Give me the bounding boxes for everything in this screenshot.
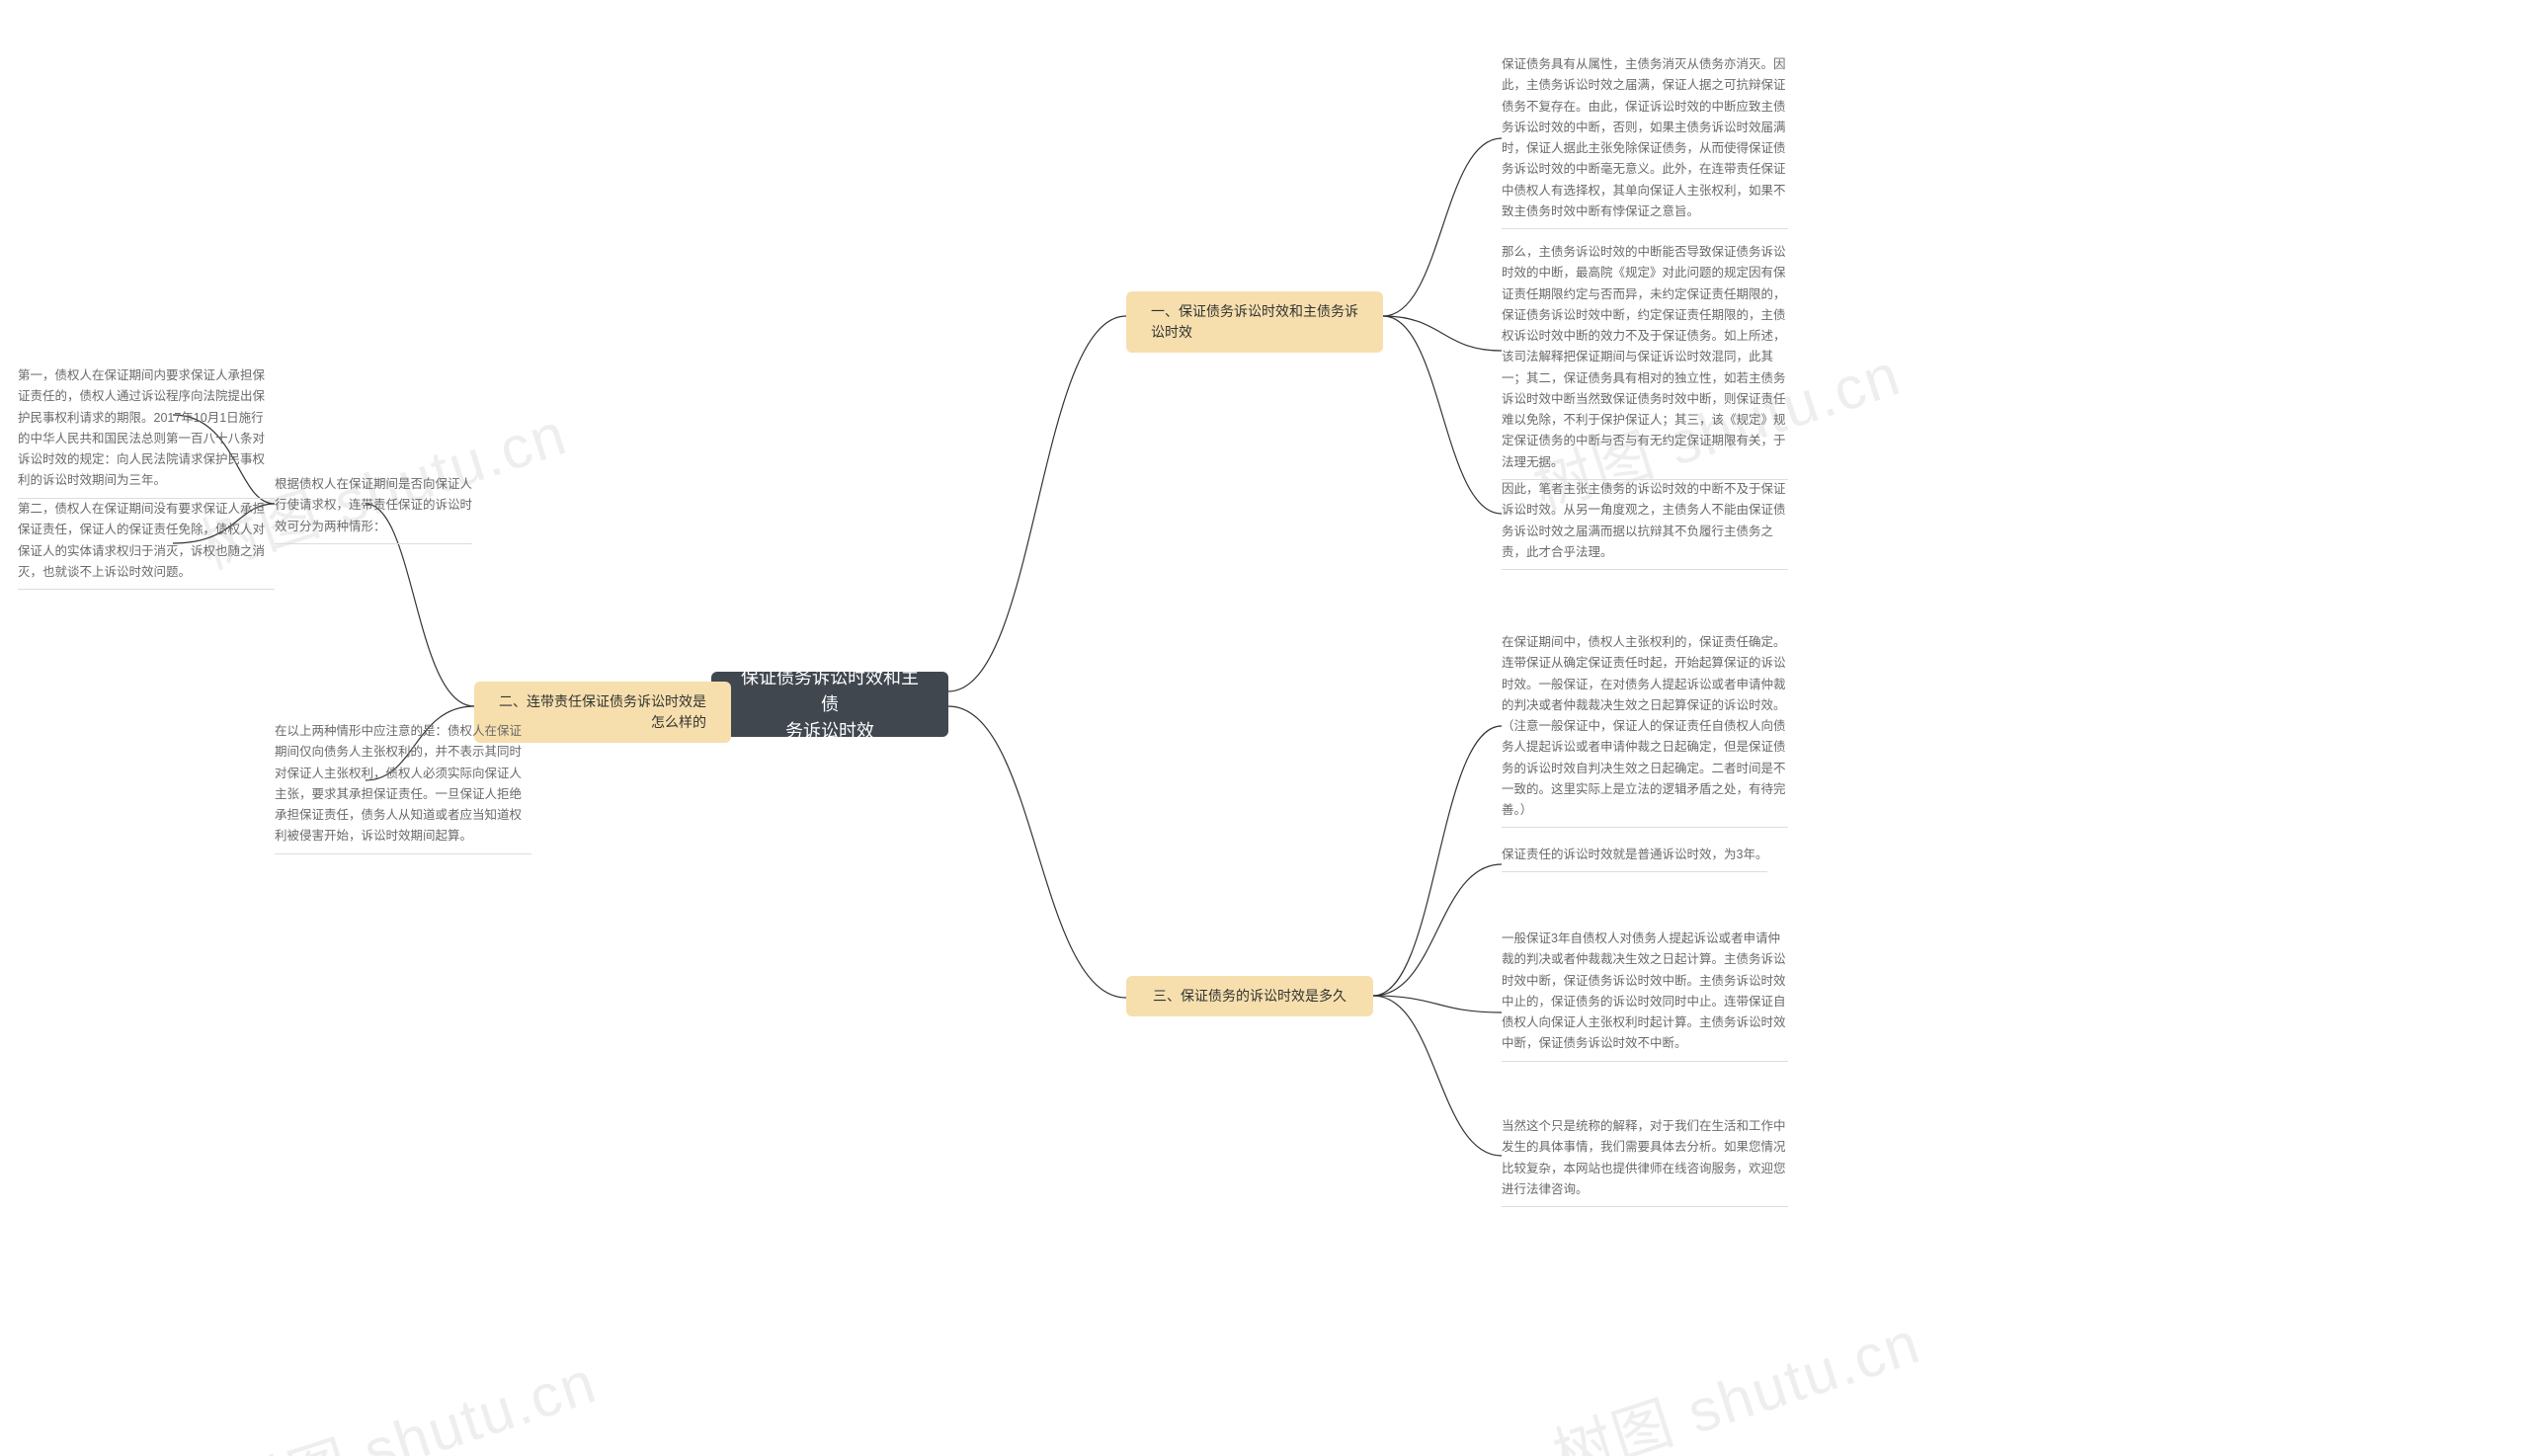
edge (1373, 996, 1502, 1012)
leaf-text: 第一，债权人在保证期间内要求保证人承担保证责任的，债权人通过诉讼程序向法院提出保… (18, 365, 275, 499)
leaf-text: 一般保证3年自债权人对债务人提起诉讼或者申请仲裁的判决或者仲裁裁决生效之日起计算… (1502, 929, 1788, 1062)
edge (1383, 138, 1502, 316)
edge (1383, 316, 1502, 351)
watermark: 树图 shutu.cn (217, 1335, 607, 1456)
edge (948, 316, 1126, 691)
leaf-text: 当然这个只是统称的解释，对于我们在生活和工作中发生的具体事情，我们需要具体去分析… (1502, 1116, 1788, 1207)
leaf-text: 保证责任的诉讼时效就是普通诉讼时效，为3年。 (1502, 845, 1767, 872)
edge (1373, 996, 1502, 1156)
branch-node-3[interactable]: 三、保证债务的诉讼时效是多久 (1126, 976, 1373, 1016)
edge (1383, 316, 1502, 514)
leaf-text: 在保证期间中，债权人主张权利的，保证责任确定。连带保证从确定保证责任时起，开始起… (1502, 632, 1788, 828)
root-node[interactable]: 保证债务诉讼时效和主债 务诉讼时效 (711, 672, 948, 737)
mindmap-canvas: 树图 shutu.cn 树图 shutu.cn 树图 shutu.cn 树图 s… (0, 0, 2529, 1456)
leaf-text: 保证债务具有从属性，主债务消灭从债务亦消灭。因此，主债务诉讼时效之届满，保证人据… (1502, 54, 1788, 229)
leaf-text: 因此，笔者主张主债务的诉讼时效的中断不及于保证诉讼时效。从另一角度观之，主债务人… (1502, 479, 1788, 570)
leaf-text: 在以上两种情形中应注意的是：债权人在保证期间仅向债务人主张权利的，并不表示其同时… (275, 721, 531, 854)
edge (1373, 726, 1502, 996)
leaf-text: 那么，主债务诉讼时效的中断能否导致保证债务诉讼时效的中断，最高院《规定》对此问题… (1502, 242, 1788, 480)
edge (948, 706, 1126, 998)
edge (1373, 864, 1502, 996)
leaf-text: 第二，债权人在保证期间没有要求保证人承担保证责任，保证人的保证责任免除，债权人对… (18, 499, 275, 590)
sub-text: 根据债权人在保证期间是否向保证人行使请求权，连带责任保证的诉讼时效可分为两种情形… (275, 474, 472, 544)
watermark: 树图 shutu.cn (1541, 1295, 1930, 1456)
branch-node-1[interactable]: 一、保证债务诉讼时效和主债务诉 讼时效 (1126, 291, 1383, 353)
